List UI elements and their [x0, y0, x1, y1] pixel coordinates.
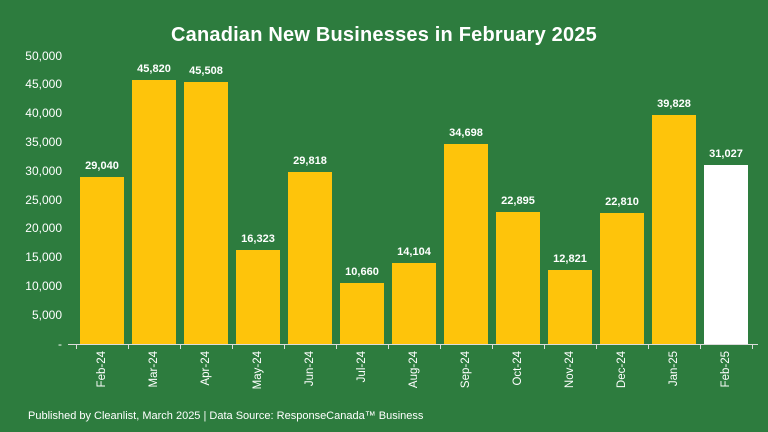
x-axis-tick: [284, 345, 285, 349]
bar-may-24: [236, 249, 280, 344]
x-axis-label: Jan-25: [668, 351, 680, 387]
bar-feb-25: [704, 165, 748, 344]
x-axis-label: Oct-24: [512, 351, 524, 386]
y-axis-label: 15,000: [25, 250, 62, 265]
bar-nov-24: [548, 270, 592, 344]
x-axis-line: [68, 344, 758, 345]
x-axis-tick: [492, 345, 493, 349]
bar-aug-24: [392, 262, 436, 344]
bar-value-label: 10,660: [345, 265, 379, 278]
bar-value-label: 29,040: [85, 159, 119, 172]
bar-jul-24: [340, 282, 384, 344]
x-axis-tick: [128, 345, 129, 349]
x-axis-label: Apr-24: [200, 351, 212, 386]
x-axis-label: Jun-24: [304, 351, 316, 387]
x-axis-tick: [752, 345, 753, 349]
x-axis-label: Aug-24: [408, 351, 420, 389]
x-axis-tick: [388, 345, 389, 349]
bar-dec-24: [600, 212, 644, 344]
x-axis-label: Nov-24: [564, 351, 576, 389]
bar-sep-24: [444, 144, 488, 344]
x-axis-tick: [596, 345, 597, 349]
footer-credit: Published by Cleanlist, March 2025 | Dat…: [28, 410, 424, 422]
x-axis-label: Feb-25: [720, 351, 732, 388]
bar-value-label: 16,323: [241, 232, 275, 245]
x-axis-label: Jul-24: [356, 351, 368, 383]
x-axis-label: Sep-24: [460, 351, 472, 389]
y-axis-label: 35,000: [25, 134, 62, 149]
y-axis-label: 25,000: [25, 192, 62, 207]
x-axis-tick: [700, 345, 701, 349]
y-axis-label: 10,000: [25, 278, 62, 293]
bar-oct-24: [496, 212, 540, 344]
y-axis-label: -: [58, 336, 62, 351]
y-axis-label: 40,000: [25, 106, 62, 121]
y-axis-label: 30,000: [25, 163, 62, 178]
bar-value-label: 14,104: [397, 245, 431, 258]
bar-value-label: 34,698: [449, 127, 483, 140]
x-axis-tick: [180, 345, 181, 349]
x-axis-label: Dec-24: [616, 351, 628, 389]
x-axis-tick: [440, 345, 441, 349]
x-axis-tick: [76, 345, 77, 349]
bar-jan-25: [652, 114, 696, 344]
x-axis-tick: [336, 345, 337, 349]
y-axis-label: 50,000: [25, 48, 62, 63]
y-axis-label: 20,000: [25, 221, 62, 236]
y-axis-label: 5,000: [31, 307, 62, 322]
bar-value-label: 22,810: [605, 195, 639, 208]
y-axis-label: 45,000: [25, 77, 62, 92]
bar-apr-24: [184, 81, 228, 344]
x-axis-label: Feb-24: [96, 351, 108, 388]
bar-feb-24: [80, 176, 124, 344]
x-axis-label: May-24: [252, 351, 264, 390]
bar-value-label: 45,820: [137, 63, 171, 76]
x-axis-tick: [232, 345, 233, 349]
bar-value-label: 29,818: [293, 155, 327, 168]
bar-value-label: 31,027: [709, 148, 743, 161]
chart-title: Canadian New Businesses in February 2025: [171, 24, 597, 46]
x-axis-tick: [544, 345, 545, 349]
bar-value-label: 12,821: [553, 253, 587, 266]
bar-value-label: 22,895: [501, 195, 535, 208]
x-axis-tick: [648, 345, 649, 349]
bar-mar-24: [132, 80, 176, 344]
bar-value-label: 45,508: [189, 64, 223, 77]
x-axis-label: Mar-24: [148, 351, 160, 388]
bar-value-label: 39,828: [657, 97, 691, 110]
bar-jun-24: [288, 172, 332, 344]
